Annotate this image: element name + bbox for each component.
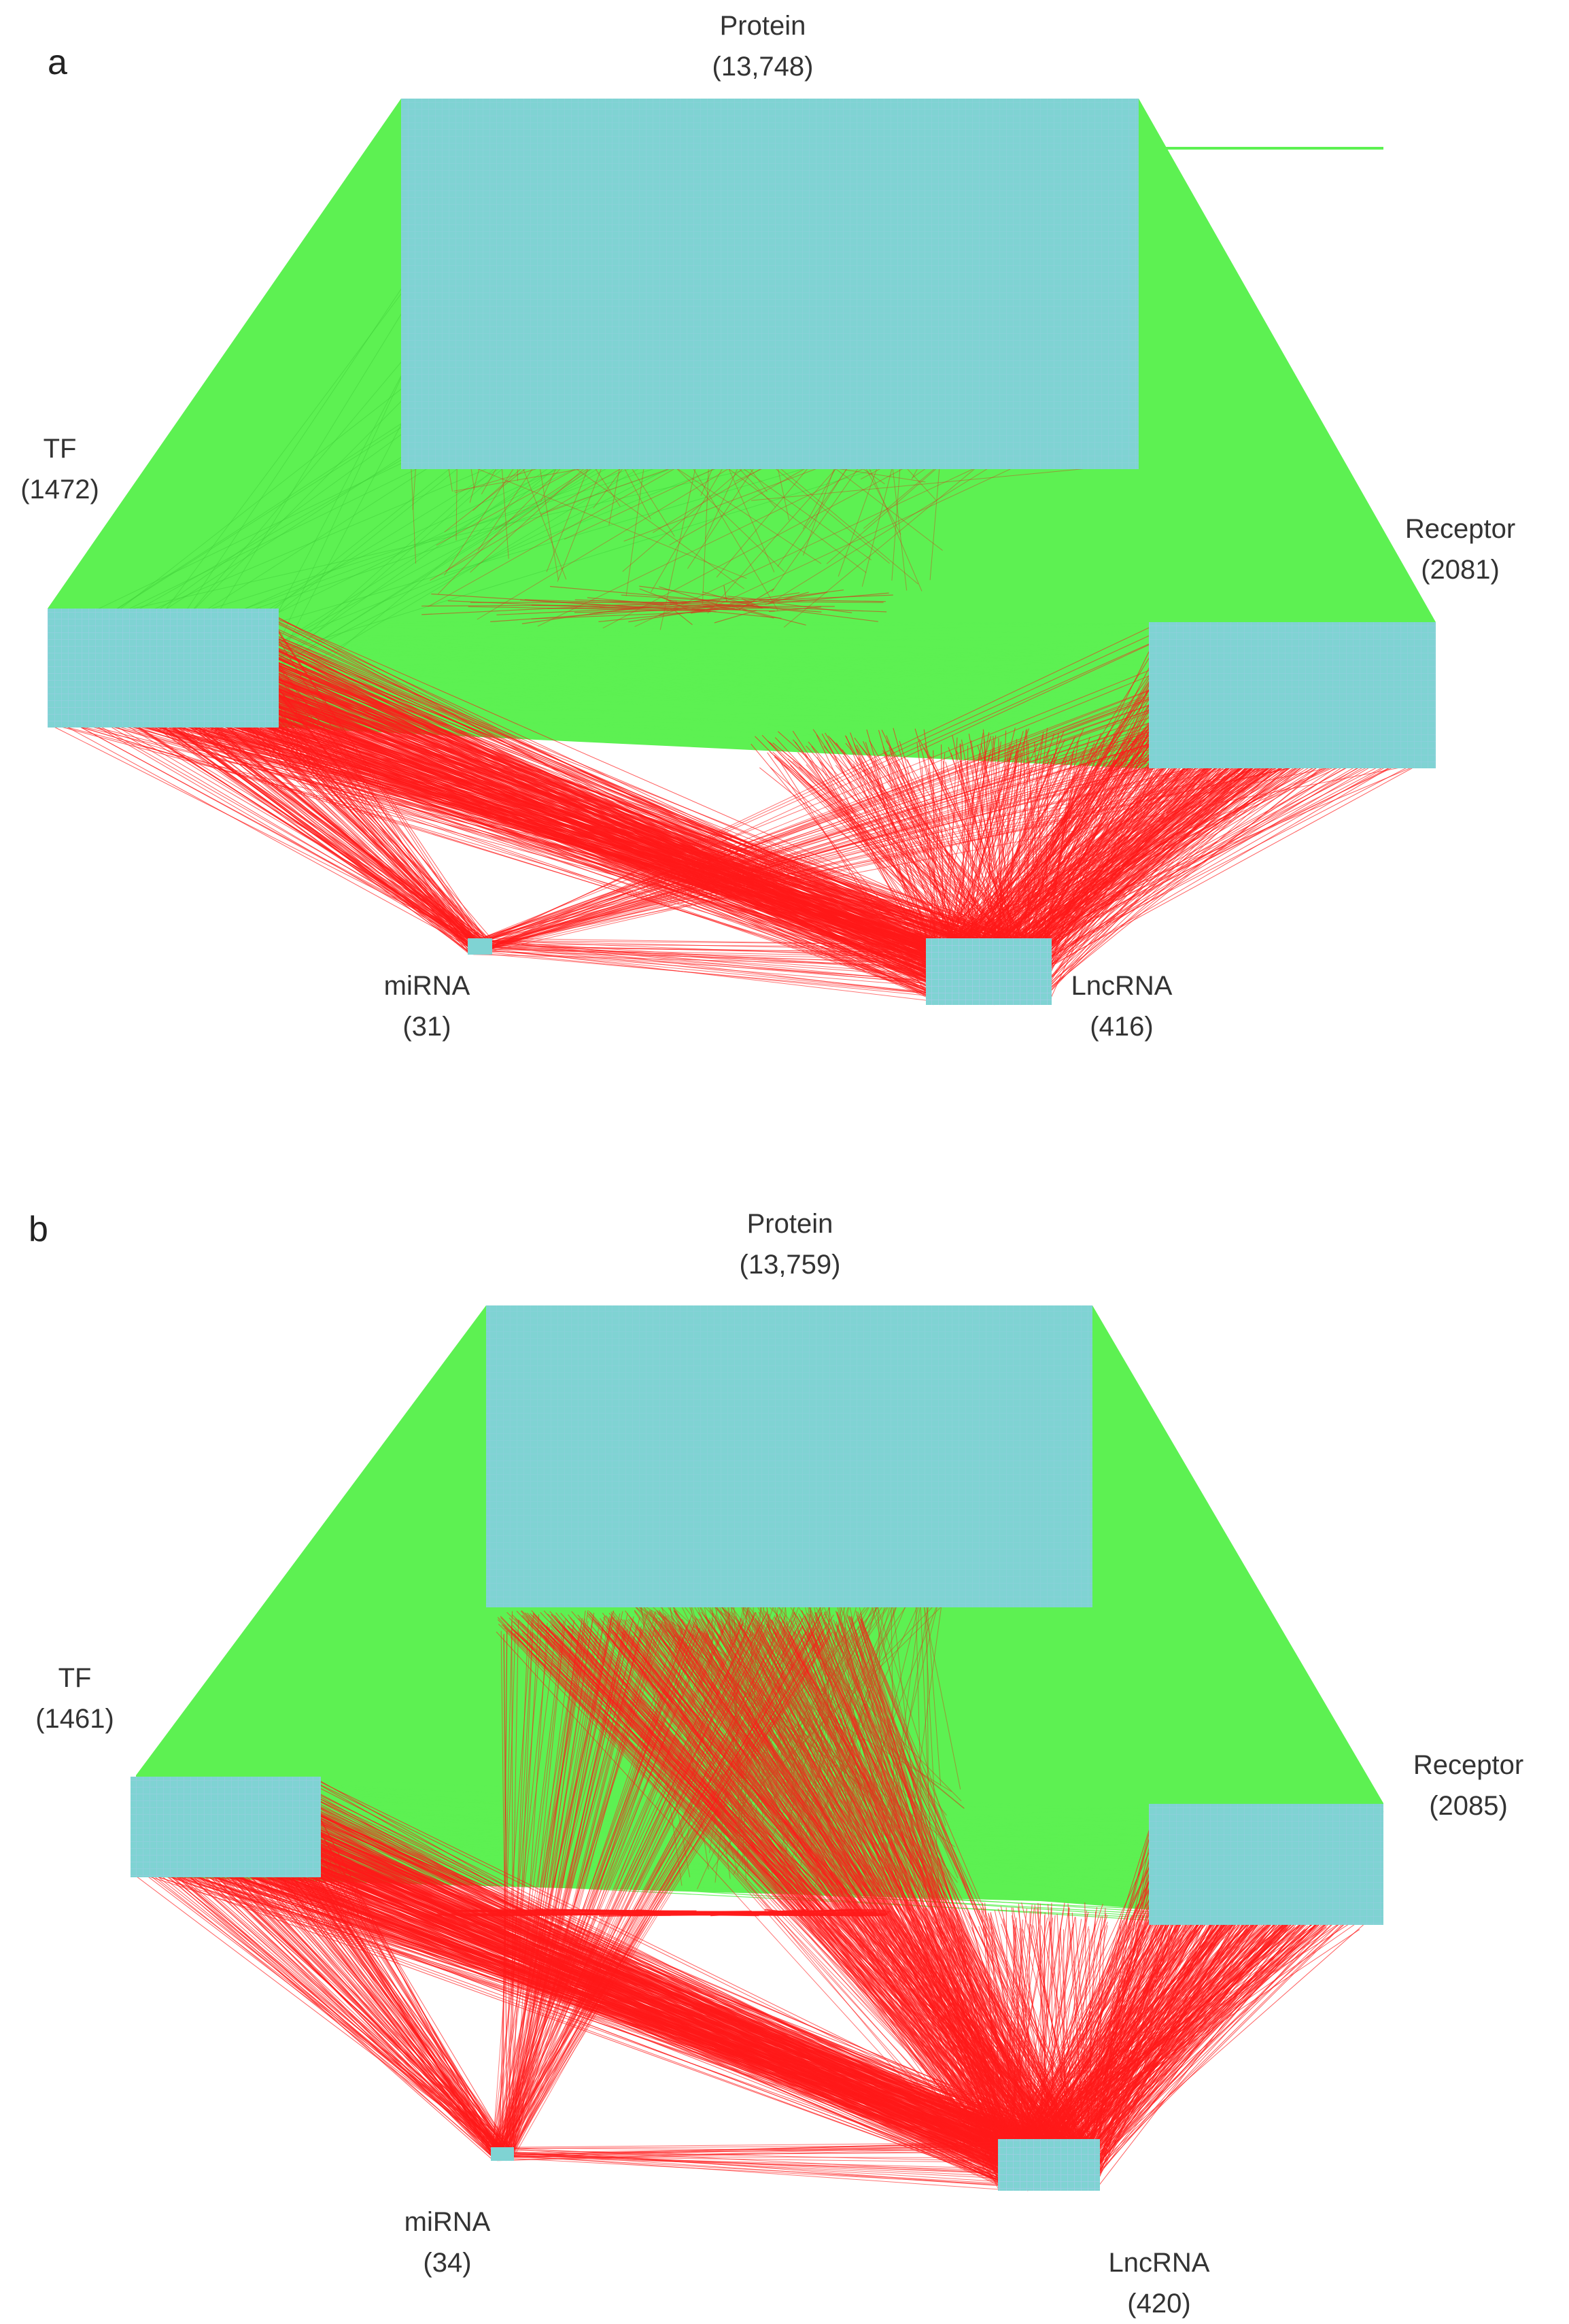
tf-node-grid-b xyxy=(131,1777,321,1877)
tf-node-grid-a xyxy=(48,609,279,728)
lncrna-name-a: LncRNA xyxy=(1013,966,1230,1006)
network-diagram-b xyxy=(0,1161,1569,2323)
receptor-node-grid-a xyxy=(1149,622,1436,768)
mirna-label-b: miRNA (34) xyxy=(339,2202,556,2283)
tf-name-b: TF xyxy=(0,1658,184,1698)
mirna-node-block-b xyxy=(491,2147,514,2161)
protein-node-grid-b xyxy=(486,1305,1092,1607)
lncrna-name-b: LncRNA xyxy=(1050,2242,1268,2283)
lncrna-label-b: LncRNA (420) xyxy=(1050,2242,1268,2324)
lncrna-label-a: LncRNA (416) xyxy=(1013,966,1230,1047)
receptor-count-a: (2081) xyxy=(1351,549,1569,590)
receptor-name-a: Receptor xyxy=(1351,509,1569,549)
lncrna-node-grid-b xyxy=(998,2139,1100,2191)
receptor-node-grid-b xyxy=(1149,1804,1383,1925)
mirna-label-a: miRNA (31) xyxy=(318,966,536,1047)
tf-count-b: (1461) xyxy=(0,1698,184,1739)
protein-count-b: (13,759) xyxy=(681,1244,899,1285)
protein-label-a: Protein (13,748) xyxy=(654,5,872,87)
network-panel-b: b Protein (13,759) TF (1461) Receptor (2… xyxy=(0,1161,1569,2323)
mirna-count-b: (34) xyxy=(339,2242,556,2283)
protein-count-a: (13,748) xyxy=(654,46,872,87)
mirna-name-b: miRNA xyxy=(339,2202,556,2242)
protein-name-a: Protein xyxy=(654,5,872,46)
protein-name-b: Protein xyxy=(681,1203,899,1244)
mirna-name-a: miRNA xyxy=(318,966,536,1006)
receptor-label-a: Receptor (2081) xyxy=(1351,509,1569,590)
red-edge xyxy=(492,2153,1031,2180)
network-diagram-a xyxy=(0,0,1569,1161)
panel-letter-a: a xyxy=(48,42,67,83)
receptor-count-b: (2085) xyxy=(1360,1785,1569,1826)
network-panel-a: a Protein (13,748) TF (1472) Receptor (2… xyxy=(0,0,1569,1161)
panel-letter-b: b xyxy=(29,1209,48,1250)
receptor-name-b: Receptor xyxy=(1360,1745,1569,1785)
tf-count-a: (1472) xyxy=(0,469,169,510)
lncrna-count-a: (416) xyxy=(1013,1006,1230,1047)
protein-node-grid-a xyxy=(401,99,1139,469)
mirna-node-block-a xyxy=(468,938,492,955)
lncrna-count-b: (420) xyxy=(1050,2283,1268,2324)
tf-name-a: TF xyxy=(0,428,169,469)
receptor-label-b: Receptor (2085) xyxy=(1360,1745,1569,1826)
mirna-count-a: (31) xyxy=(318,1006,536,1047)
protein-label-b: Protein (13,759) xyxy=(681,1203,899,1285)
tf-label-b: TF (1461) xyxy=(0,1658,184,1739)
tf-label-a: TF (1472) xyxy=(0,428,169,510)
